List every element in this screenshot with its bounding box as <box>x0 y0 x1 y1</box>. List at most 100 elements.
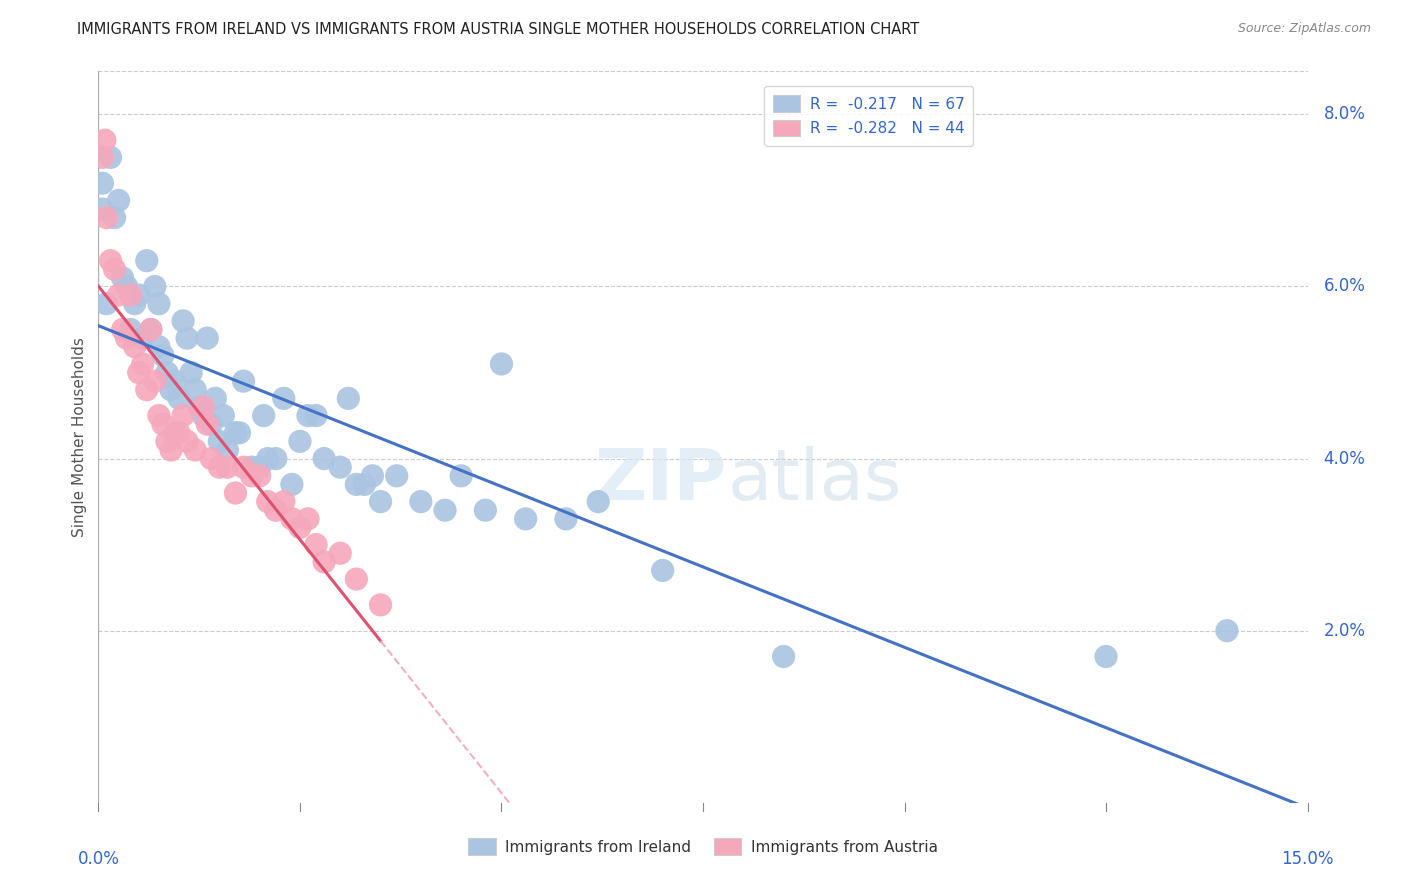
Point <box>240 468 263 483</box>
Point <box>143 279 166 293</box>
Point <box>281 477 304 491</box>
Point <box>100 253 122 268</box>
Text: 6.0%: 6.0% <box>1323 277 1365 295</box>
Point <box>232 374 254 388</box>
Point <box>344 477 367 491</box>
Point <box>107 194 129 208</box>
Point <box>256 494 278 508</box>
Point <box>370 598 392 612</box>
Point <box>96 296 118 310</box>
Point <box>314 555 336 569</box>
Point <box>124 340 146 354</box>
Point <box>314 451 336 466</box>
Point <box>91 176 114 190</box>
Point <box>91 202 114 216</box>
Point <box>555 512 578 526</box>
Point <box>193 409 215 423</box>
Point <box>176 434 198 449</box>
Point <box>651 564 673 578</box>
Point <box>264 503 287 517</box>
Point <box>156 434 179 449</box>
Point <box>370 494 392 508</box>
Point <box>180 366 202 380</box>
Point <box>200 417 222 432</box>
Point <box>273 392 295 406</box>
Point <box>228 425 250 440</box>
Point <box>204 392 226 406</box>
Point <box>167 425 190 440</box>
Point <box>100 150 122 164</box>
Point <box>111 271 134 285</box>
Point <box>212 409 235 423</box>
Point <box>152 417 174 432</box>
Point <box>344 572 367 586</box>
Point <box>94 133 117 147</box>
Point <box>163 374 186 388</box>
Point <box>208 460 231 475</box>
Point <box>135 383 157 397</box>
Text: atlas: atlas <box>727 447 901 516</box>
Point <box>160 383 183 397</box>
Point <box>184 442 207 457</box>
Point <box>103 262 125 277</box>
Point <box>232 460 254 475</box>
Point <box>515 512 537 526</box>
Point <box>107 288 129 302</box>
Point <box>188 400 211 414</box>
Point <box>273 494 295 508</box>
Point <box>217 442 239 457</box>
Point <box>139 322 162 336</box>
Legend: Immigrants from Ireland, Immigrants from Austria: Immigrants from Ireland, Immigrants from… <box>463 832 943 861</box>
Point <box>409 494 432 508</box>
Point <box>288 520 311 534</box>
Point <box>224 486 246 500</box>
Text: IMMIGRANTS FROM IRELAND VS IMMIGRANTS FROM AUSTRIA SINGLE MOTHER HOUSEHOLDS CORR: IMMIGRANTS FROM IRELAND VS IMMIGRANTS FR… <box>77 22 920 37</box>
Point <box>288 434 311 449</box>
Point <box>385 468 408 483</box>
Point <box>224 425 246 440</box>
Point <box>193 400 215 414</box>
Point <box>128 366 150 380</box>
Point <box>152 348 174 362</box>
Text: 8.0%: 8.0% <box>1323 105 1365 123</box>
Point <box>120 322 142 336</box>
Point <box>128 288 150 302</box>
Point <box>361 468 384 483</box>
Point <box>305 409 328 423</box>
Text: ZIP: ZIP <box>595 447 727 516</box>
Point <box>172 409 194 423</box>
Point <box>176 331 198 345</box>
Point <box>305 538 328 552</box>
Point <box>1095 649 1118 664</box>
Point <box>434 503 457 517</box>
Text: 15.0%: 15.0% <box>1281 850 1334 868</box>
Point <box>139 322 162 336</box>
Point <box>249 468 271 483</box>
Point <box>148 340 170 354</box>
Point <box>124 296 146 310</box>
Point <box>111 322 134 336</box>
Point <box>160 442 183 457</box>
Point <box>217 460 239 475</box>
Point <box>115 331 138 345</box>
Point <box>115 279 138 293</box>
Point <box>120 288 142 302</box>
Point <box>143 374 166 388</box>
Point <box>297 409 319 423</box>
Point <box>240 460 263 475</box>
Point <box>253 409 276 423</box>
Point <box>148 296 170 310</box>
Point <box>329 460 352 475</box>
Point <box>167 392 190 406</box>
Y-axis label: Single Mother Households: Single Mother Households <box>72 337 87 537</box>
Point <box>772 649 794 664</box>
Point <box>132 357 155 371</box>
Text: 2.0%: 2.0% <box>1323 622 1365 640</box>
Point <box>135 253 157 268</box>
Point <box>264 451 287 466</box>
Point <box>200 451 222 466</box>
Point <box>91 150 114 164</box>
Point <box>156 366 179 380</box>
Point <box>256 451 278 466</box>
Text: 0.0%: 0.0% <box>77 850 120 868</box>
